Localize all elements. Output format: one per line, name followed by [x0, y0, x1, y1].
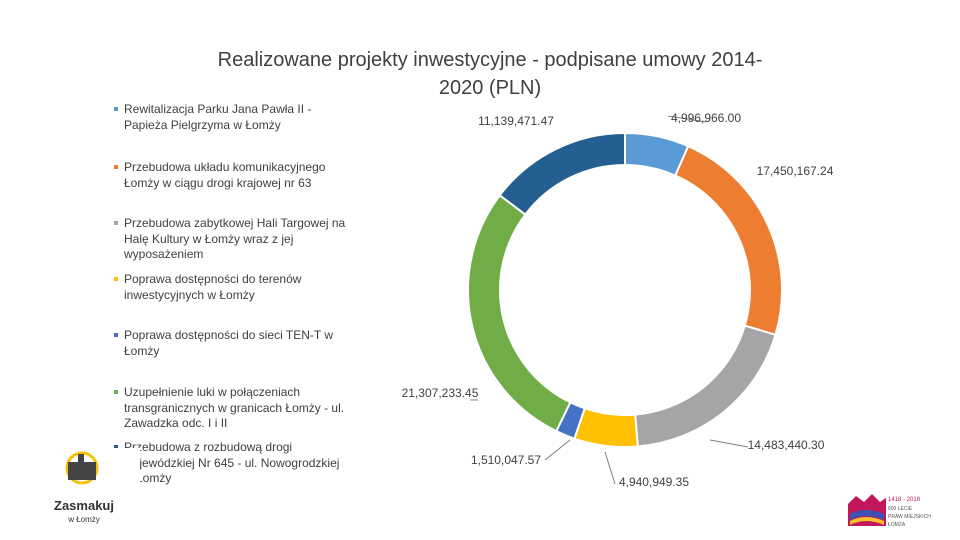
donut-slice [498, 131, 626, 216]
zasmakuj-logo: Zasmakuj w Łomży [32, 448, 140, 526]
leader-line [604, 451, 616, 485]
data-label: 17,450,167.24 [757, 164, 834, 178]
legend-swatch [114, 107, 118, 111]
logo-right-line-4: ŁOMŻA [888, 521, 906, 528]
donut-slice [634, 324, 777, 448]
data-label: 1,510,047.57 [471, 453, 541, 467]
legend-label-line: Poprawa dostępności do sieci TEN-T w [124, 328, 333, 342]
legend-label-line: Papieża Pielgrzyma w Łomży [124, 117, 281, 132]
legend-label-line: Zawadzka odc. I i II [124, 416, 228, 430]
legend-label-line: inwestycyjnych w Łomży [124, 287, 255, 302]
data-label: 14,483,440.30 [748, 438, 825, 452]
wave-icon-2 [850, 517, 884, 525]
leader-line [709, 439, 749, 448]
legend-item: Przebudowa układu komunikacyjnego Łomży w… [114, 160, 384, 191]
legend-item: Rewitalizacja Parku Jana Pawła II - Papie… [114, 102, 384, 133]
legend-swatch [114, 333, 118, 337]
legend-swatch [114, 277, 118, 281]
logo-background [32, 448, 140, 526]
chart-title-line-2: 2020 (PLN) [438, 77, 542, 99]
legend-label: Przebudowa zabytkowej Hali Targowej na Ha… [124, 216, 345, 263]
legend-label-line: Łomży w ciągu drogi krajowej nr 63 [124, 175, 312, 190]
legend-swatch [114, 165, 118, 169]
donut-slice [573, 407, 639, 448]
logo-left-line-2: w Łomży [67, 515, 100, 524]
legend-label: Rewitalizacja Parku Jana Pawła II - Papie… [124, 102, 311, 133]
legend-label-line: wojewódzkiej Nr 645 - ul. Nowogrodzkiej [124, 455, 340, 470]
legend-label-line: wyposażeniem [124, 247, 204, 261]
legend-swatch [114, 445, 118, 449]
jubilee-logo: 1418 - 2018 600 LECIE PRAW MIEJSKICH ŁOM… [848, 494, 931, 528]
legend-label-line: Poprawa dostępności do terenów [124, 272, 302, 286]
logo-right-line-2: 600 LECIE [888, 506, 913, 512]
wave-icon [850, 510, 884, 520]
leader-line [544, 439, 571, 461]
legend-label-line: transgranicznych w granicach Łomży - ul. [124, 400, 345, 415]
data-label: 11,139,471.47 [478, 114, 554, 128]
castle-icon [848, 494, 886, 526]
data-label: 4,940,949.35 [619, 475, 689, 489]
legend-item: Uzupełnienie luki w połączeniach transgra… [114, 385, 384, 432]
legend-label-line: Przebudowa z rozbudową drogi [124, 440, 293, 454]
chart-title-line-1: Realizowane projekty inwestycyjne - podp… [217, 49, 763, 71]
legend-swatch [114, 390, 118, 394]
sun-icon [65, 451, 99, 485]
legend-label-line: Przebudowa zabytkowej Hali Targowej na [124, 216, 346, 230]
legend-item: Poprawa dostępności do terenów inwestycyj… [114, 272, 384, 303]
legend-item: Przebudowa zabytkowej Hali Targowej na Ha… [114, 216, 384, 263]
legend-label-line: Przebudowa układu komunikacyjnego [124, 160, 326, 174]
legend-label: Przebudowa układu komunikacyjnego Łomży w… [124, 160, 325, 191]
chart-title: Realizowane projekty inwestycyjne - podp… [170, 46, 810, 102]
legend-label: Poprawa dostępności do sieci TEN-T w Łomż… [124, 328, 333, 359]
logo-right-line-3: PRAW MIEJSKICH [888, 514, 931, 520]
data-label: 4,996,966.00 [671, 111, 741, 125]
logo-left-line-1: Zasmakuj [54, 498, 114, 513]
tower-icon [78, 454, 84, 466]
logo-right-line-1: 1418 - 2018 [888, 497, 921, 503]
town-silhouette-icon [68, 462, 96, 480]
legend-label: Uzupełnienie luki w połączeniach transgra… [124, 385, 344, 432]
legend-label: Poprawa dostępności do terenów inwestycyj… [124, 272, 301, 303]
legend-label-line: Uzupełnienie luki w połączeniach [124, 385, 301, 399]
legend-label-line: Łomży [124, 343, 160, 358]
leader-line [667, 115, 707, 123]
data-label: 21,307,233.45 [402, 386, 479, 400]
legend-label-line: Halę Kultury w Łomży wraz z jej [124, 231, 294, 246]
legend-swatch [114, 221, 118, 225]
legend-label-line: Rewitalizacja Parku Jana Pawła II - [124, 102, 312, 116]
donut-slice [467, 193, 572, 433]
legend-item: Poprawa dostępności do sieci TEN-T w Łomż… [114, 328, 384, 359]
